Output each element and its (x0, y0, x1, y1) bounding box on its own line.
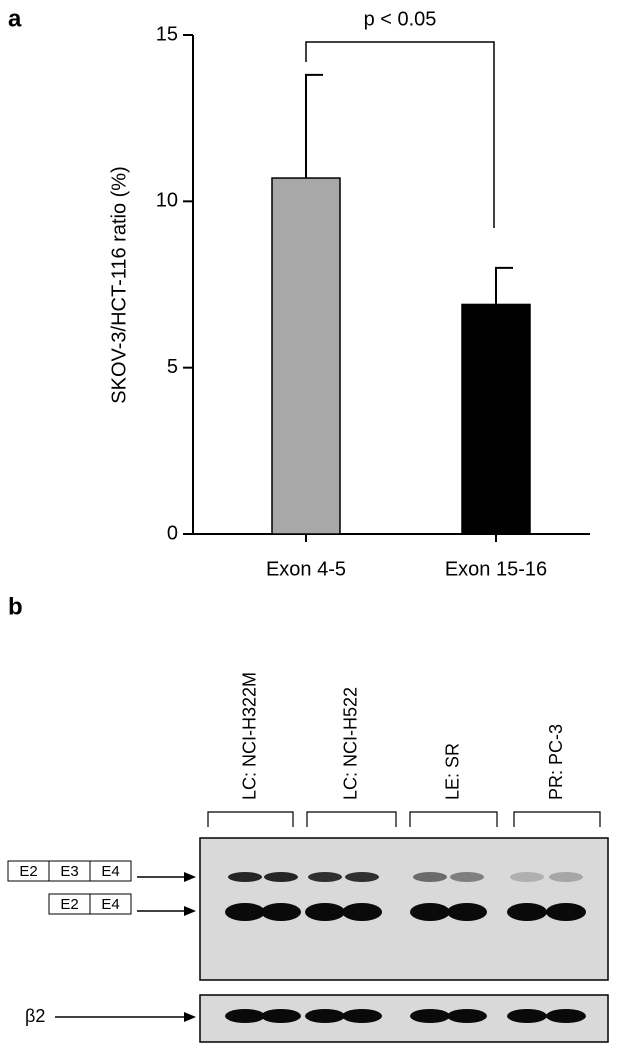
y-tick-label: 10 (156, 190, 178, 212)
panel-label: b (8, 593, 23, 620)
y-axis-title: SKOV-3/HCT-116 ratio (%) (108, 166, 130, 403)
exon-label: E4 (101, 896, 119, 913)
control-label: β2 (25, 1006, 45, 1026)
panel-label: a (8, 5, 22, 32)
band (225, 903, 265, 921)
band (410, 903, 450, 921)
x-tick-label: Exon 15-16 (445, 558, 547, 580)
bar (271, 177, 341, 535)
band (546, 1009, 586, 1023)
band (413, 872, 447, 882)
exon-label: E4 (101, 863, 119, 880)
band (261, 1009, 301, 1023)
exon-label: E3 (60, 863, 78, 880)
lane-bracket (306, 811, 397, 827)
band (510, 872, 544, 882)
band (507, 1009, 547, 1023)
lane-label: LE: SR (442, 743, 462, 800)
y-tick-label: 5 (167, 356, 178, 378)
lane-bracket (409, 811, 498, 827)
band (342, 1009, 382, 1023)
lane-bracket (513, 811, 601, 827)
bar (461, 303, 531, 535)
exon-label: E2 (60, 896, 78, 913)
lane-label: LC: NCI-H322M (239, 672, 259, 800)
exon-box (89, 860, 132, 882)
band (546, 903, 586, 921)
band (410, 1009, 450, 1023)
band (305, 903, 345, 921)
band (450, 872, 484, 882)
band (308, 872, 342, 882)
y-tick-label: 15 (156, 23, 178, 45)
annotation: p < 0.05 (364, 8, 437, 30)
band (549, 872, 583, 882)
band (447, 903, 487, 921)
band (342, 903, 382, 921)
lane-bracket (207, 811, 294, 827)
band (225, 1009, 265, 1023)
x-tick-label: Exon 4-5 (266, 558, 346, 580)
band (447, 1009, 487, 1023)
arrows (55, 876, 186, 1018)
exon-label: E2 (19, 863, 37, 880)
exon-box (89, 893, 132, 915)
band (264, 872, 298, 882)
gel-bands (225, 872, 586, 1023)
band (261, 903, 301, 921)
band (305, 1009, 345, 1023)
band (507, 903, 547, 921)
significance-bracket (305, 41, 495, 228)
band (345, 872, 379, 882)
y-tick-label: 0 (167, 522, 178, 544)
band (228, 872, 262, 882)
arrow-heads (184, 872, 196, 1022)
lane-label: PR: PC-3 (546, 724, 566, 800)
lane-label: LC: NCI-H522 (340, 687, 360, 800)
